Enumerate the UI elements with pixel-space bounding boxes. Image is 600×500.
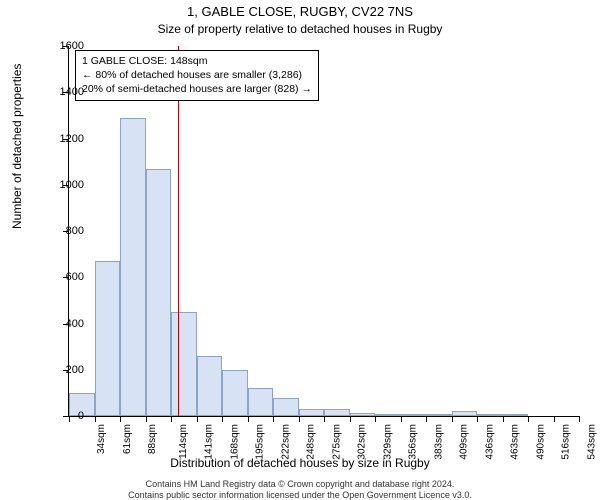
- x-tick-label: 329sqm: [382, 424, 393, 460]
- x-tick-label: 275sqm: [331, 424, 342, 460]
- x-tick: [324, 416, 325, 422]
- histogram-bar: [95, 261, 121, 416]
- y-axis-label: Number of detached properties: [10, 64, 24, 229]
- histogram-bar: [324, 409, 350, 416]
- x-tick-label: 463sqm: [510, 424, 521, 460]
- plot-area: 34sqm61sqm88sqm114sqm141sqm168sqm195sqm2…: [68, 46, 579, 417]
- histogram-bar: [248, 388, 274, 416]
- x-tick: [273, 416, 274, 422]
- x-tick-label: 168sqm: [229, 424, 240, 460]
- annotation-line-3: 20% of semi-detached houses are larger (…: [82, 82, 312, 96]
- x-tick-label: 409sqm: [459, 424, 470, 460]
- histogram-bar: [503, 414, 529, 416]
- histogram-bar: [452, 411, 478, 416]
- x-tick: [350, 416, 351, 422]
- x-tick: [401, 416, 402, 422]
- x-tick-label: 141sqm: [204, 424, 215, 460]
- annotation-line-2: ← 80% of detached houses are smaller (3,…: [82, 68, 312, 82]
- x-tick-label: 222sqm: [280, 424, 291, 460]
- x-tick: [528, 416, 529, 422]
- x-tick: [222, 416, 223, 422]
- attribution-line-1: Contains HM Land Registry data © Crown c…: [0, 479, 600, 491]
- reference-line: [178, 46, 180, 416]
- y-tick-label: 1600: [60, 40, 84, 52]
- y-tick-label: 800: [66, 225, 84, 237]
- x-tick-label: 436sqm: [484, 424, 495, 460]
- x-tick: [95, 416, 96, 422]
- y-tick-label: 200: [66, 364, 84, 376]
- histogram-bar: [146, 169, 172, 416]
- histogram-bar: [401, 414, 427, 416]
- x-tick: [503, 416, 504, 422]
- histogram-bar: [171, 312, 197, 416]
- x-tick: [69, 416, 70, 422]
- y-tick-label: 600: [66, 271, 84, 283]
- x-tick: [299, 416, 300, 422]
- y-tick-label: 400: [66, 318, 84, 330]
- annotation-line-1: 1 GABLE CLOSE: 148sqm: [82, 54, 312, 68]
- x-tick: [146, 416, 147, 422]
- x-axis-label: Distribution of detached houses by size …: [0, 456, 600, 470]
- x-tick-label: 248sqm: [306, 424, 317, 460]
- histogram-bar: [299, 409, 325, 416]
- x-tick: [477, 416, 478, 422]
- x-tick: [554, 416, 555, 422]
- x-tick: [426, 416, 427, 422]
- x-tick: [452, 416, 453, 422]
- x-tick-label: 88sqm: [147, 424, 158, 454]
- x-tick: [197, 416, 198, 422]
- histogram-bar: [375, 414, 401, 416]
- x-tick: [120, 416, 121, 422]
- x-tick-label: 516sqm: [561, 424, 572, 460]
- y-tick-label: 0: [78, 410, 84, 422]
- attribution: Contains HM Land Registry data © Crown c…: [0, 479, 600, 500]
- attribution-line-2: Contains public sector information licen…: [0, 490, 600, 500]
- histogram-bar: [426, 414, 452, 416]
- x-tick: [375, 416, 376, 422]
- x-tick-label: 543sqm: [586, 424, 597, 460]
- chart-title: 1, GABLE CLOSE, RUGBY, CV22 7NS: [0, 4, 600, 21]
- x-tick-label: 34sqm: [96, 424, 107, 454]
- x-tick: [248, 416, 249, 422]
- y-tick-label: 1000: [60, 179, 84, 191]
- x-tick: [171, 416, 172, 422]
- x-tick-label: 490sqm: [535, 424, 546, 460]
- chart-subtitle: Size of property relative to detached ho…: [0, 22, 600, 36]
- y-tick-label: 1200: [60, 133, 84, 145]
- x-tick-label: 114sqm: [177, 424, 188, 459]
- histogram-bar: [477, 414, 503, 416]
- y-tick-label: 1400: [60, 86, 84, 98]
- histogram-bar: [273, 398, 299, 417]
- x-tick-label: 383sqm: [433, 424, 444, 460]
- x-tick-label: 61sqm: [122, 424, 133, 454]
- x-tick-label: 302sqm: [357, 424, 368, 460]
- x-tick-label: 356sqm: [408, 424, 419, 460]
- histogram-bar: [222, 370, 248, 416]
- x-tick-label: 195sqm: [255, 424, 266, 460]
- histogram-bar: [120, 118, 146, 416]
- annotation-box: 1 GABLE CLOSE: 148sqm ← 80% of detached …: [75, 50, 319, 101]
- histogram-bar: [350, 413, 376, 416]
- histogram-bar: [197, 356, 223, 416]
- x-tick: [579, 416, 580, 422]
